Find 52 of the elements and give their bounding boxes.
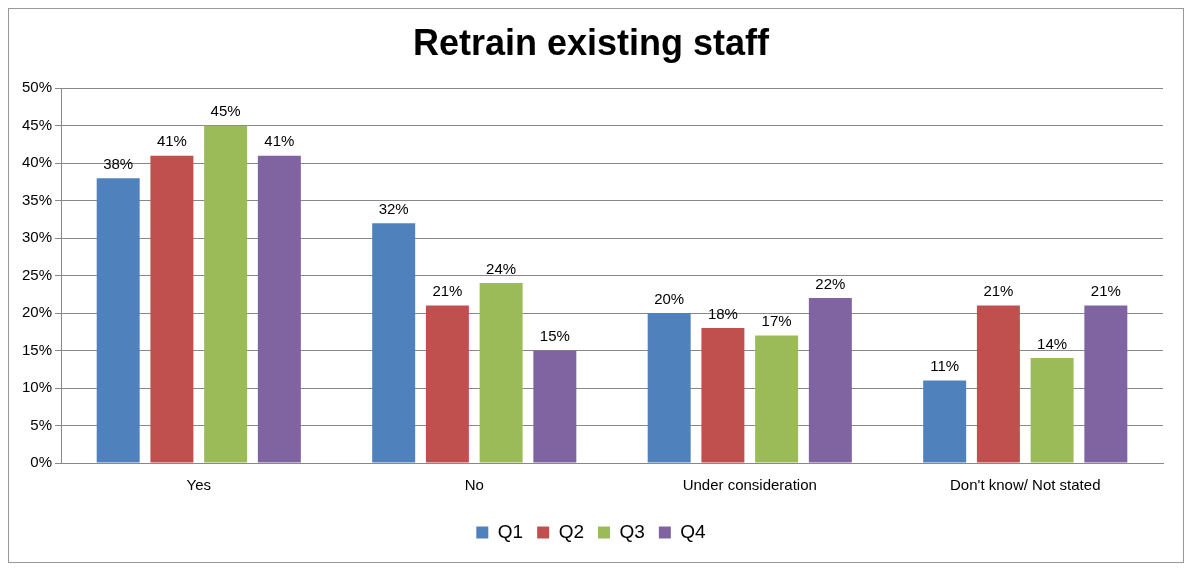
bar [150,155,194,463]
data-label: 18% [707,304,738,322]
y-tick-label: 15% [21,340,53,358]
bar [755,335,799,463]
y-tick-label: 30% [21,228,53,246]
legend-label: Q1 [497,520,524,542]
y-tick-label: 0% [30,453,53,471]
bar [976,305,1020,463]
legend-label: Q3 [619,520,645,542]
x-tick-label: Under consideration [682,476,817,494]
y-tick-label: 35% [21,190,53,208]
bar [647,313,691,463]
data-label: 21% [983,282,1014,300]
bar [701,328,745,463]
data-label: 17% [761,312,792,330]
data-label: 41% [264,132,295,150]
data-label: 14% [1037,334,1068,352]
data-label: 11% [930,357,960,375]
data-label: 22% [815,274,846,292]
bar [923,380,967,463]
bar [1030,358,1074,463]
bar [204,125,248,463]
bar [1084,305,1128,463]
data-label: 21% [1090,282,1121,300]
x-tick-label: No [464,476,484,494]
data-label: 41% [156,132,187,150]
bar [425,305,469,463]
data-label: 20% [654,289,685,307]
bar [533,350,577,463]
x-tick-label: Don't know/ Not stated [950,476,1101,494]
x-tick-label: Yes [186,476,212,494]
y-tick-label: 10% [21,378,53,396]
legend-label: Q4 [680,520,707,542]
y-tick-label: 40% [21,153,53,171]
chart-title: Retrain existing staff [412,21,771,63]
y-tick-label: 25% [21,265,53,283]
data-label: 32% [378,199,409,217]
bar [96,178,140,463]
y-tick-label: 50% [21,78,53,96]
bar [257,155,301,463]
data-label: 45% [210,102,241,120]
bar [372,223,416,463]
data-label: 15% [539,327,570,345]
y-tick-label: 45% [21,115,53,133]
bar [479,283,523,463]
legend-label: Q2 [558,520,585,542]
y-tick-label: 20% [21,303,53,321]
data-label: 21% [432,282,463,300]
y-tick-label: 5% [30,415,53,433]
data-label: 38% [103,154,134,172]
data-label: 24% [486,259,517,277]
bar [808,298,852,463]
